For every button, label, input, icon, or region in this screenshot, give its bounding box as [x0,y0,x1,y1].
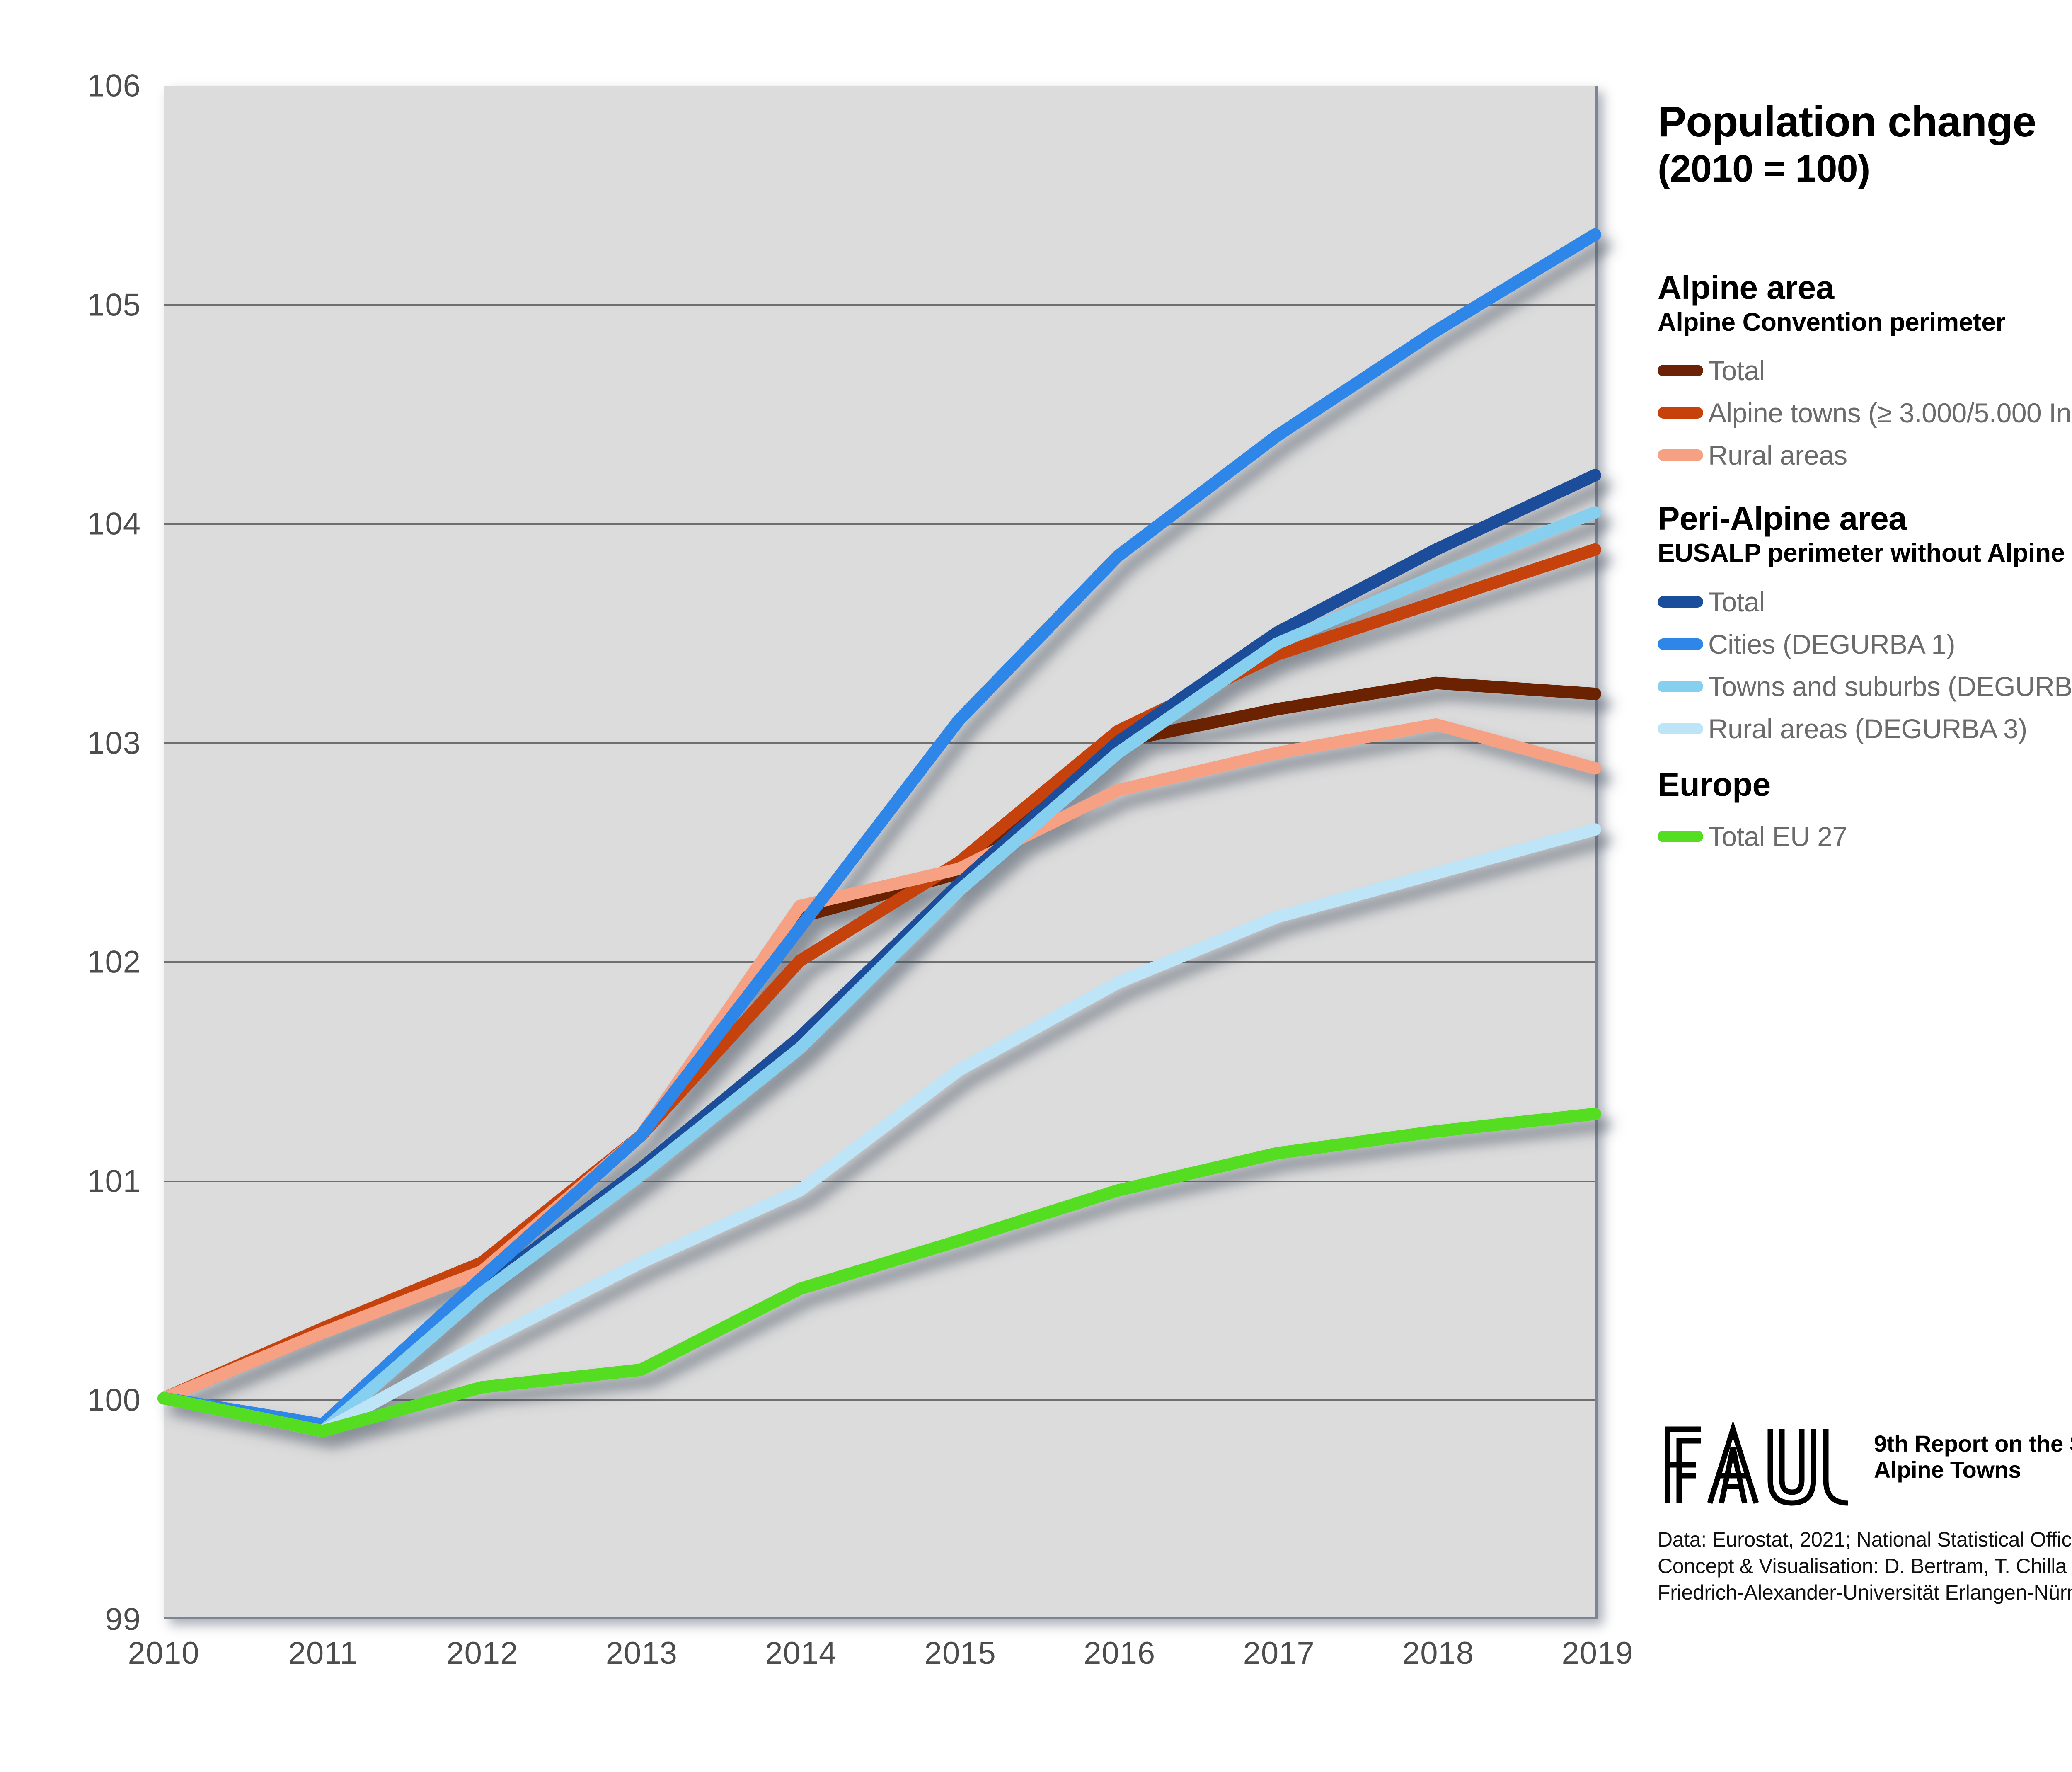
legend-item[interactable]: Total [1658,349,2072,392]
legend-item-label: Rural areas (DEGURBA 3) [1708,713,2027,744]
legend-item-label: Rural areas [1708,440,1847,471]
legend-item[interactable]: Cities (DEGURBA 1) [1658,623,2072,665]
legend-panel: Population change (2010 = 100) Alpine ar… [1641,0,2072,1772]
legend-item-label: Total [1708,586,1765,617]
series-line [157,506,1601,1437]
gridline [164,523,1595,525]
legend-item[interactable]: Total EU 27 [1658,815,2072,858]
report-line-1: 9th Report on the State of the Alps [1874,1430,2072,1457]
legend-item[interactable]: Alpine towns (≥ 3.000/5.000 Inh., RSA 9 … [1658,392,2072,434]
legend-group: Europe Total EU 27 [1658,766,2072,858]
legend-group-title: Europe [1658,766,1771,803]
legend-item[interactable]: Total [1658,581,2072,623]
x-axis: 2010 2011 2012 2013 2014 2015 2016 2017 2018 2019 [128,1635,1633,1689]
legend-group-spacer [1658,750,2072,766]
gridline [164,1180,1595,1182]
legend-item[interactable]: Rural areas [1658,434,2072,476]
legend-item-label: Towns and suburbs (DEGURBA 2) [1708,671,2072,702]
x-axis-tick-label: 2015 [924,1636,996,1671]
credits-block: Data: Eurostat, 2021; National Statistic… [1658,1526,2072,1606]
chart-subtitle: (2010 = 100) [1658,148,1870,190]
gridline [164,1399,1595,1401]
footer: 9th Report on the State of the Alps Alpi… [1658,1422,2072,1606]
page-title: Population change [1658,98,2036,146]
x-axis-tick-label: 2010 [128,1636,200,1671]
x-axis-tick-label: 2011 [288,1636,358,1671]
y-axis-tick-label: 105 [87,287,141,323]
legend-item-label: Total [1708,355,1765,386]
series-lines [157,228,1601,1437]
series-line [157,823,1601,1437]
x-axis-tick-label: 2014 [765,1636,837,1671]
legend-group-subtitle: Alpine Convention perimeter [1658,308,2006,337]
series-line [157,676,1601,1405]
legend-color-swatch [1658,407,1703,419]
y-axis-tick-label: 106 [87,68,141,104]
legend-color-swatch [1658,596,1703,608]
legend-groups: Alpine area Alpine Convention perimeter To… [1658,269,2072,858]
legend-item-label: Alpine towns (≥ 3.000/5.000 Inh., RSA 9 … [1708,398,2072,429]
gridline [164,742,1595,744]
series-line [157,718,1601,1405]
credit-line-university: Friedrich-Alexander-Universität Erlangen… [1658,1579,2072,1606]
legend-color-swatch [1658,680,1703,692]
series-line [157,1108,1601,1437]
legend-color-swatch [1658,365,1703,377]
credit-university-text: Friedrich-Alexander-Universität Erlangen… [1658,1581,2072,1604]
legend-color-swatch [1658,638,1703,650]
x-axis-tick-label: 2012 [446,1636,518,1671]
y-axis: 99 100 101 102 103 104 105 106 [0,68,141,1637]
chart-panel: 99 100 101 102 103 104 105 106 2010 2011 2012 2013… [0,68,1633,1689]
legend-group: Alpine area Alpine Convention perimeter To… [1658,269,2072,476]
plot-area [157,86,1601,1619]
legend-group-subtitle: EUSALP perimeter without Alpine Conventi… [1658,539,2072,568]
credit-line-concept: Concept & Visualisation: D. Bertram, T. … [1658,1554,2072,1578]
x-axis-tick-label: 2019 [1561,1636,1634,1671]
legend-item-label: Total EU 27 [1708,821,1847,852]
x-axis-tick-label: 2013 [605,1636,678,1671]
legend-group-title: Peri-Alpine area [1658,500,1907,537]
x-axis-tick-label: 2018 [1402,1636,1474,1671]
y-axis-tick-label: 99 [105,1602,141,1637]
report-title: 9th Report on the State of the Alps Alpi… [1874,1422,2072,1483]
legend-item[interactable]: Rural areas (DEGURBA 3) [1658,708,2072,750]
x-axis-tick-label: 2017 [1243,1636,1315,1671]
y-axis-tick-label: 102 [87,944,141,980]
legend-group-title: Alpine area [1658,269,1834,306]
y-axis-tick-label: 104 [87,506,141,542]
title-block: Population change (2010 = 100) [1658,99,2072,191]
legend-item[interactable]: Towns and suburbs (DEGURBA 2) [1658,665,2072,708]
legend-group: Peri-Alpine area EUSALP perimeter without… [1658,500,2072,749]
legend-color-swatch [1658,830,1703,842]
credit-line-data: Data: Eurostat, 2021; National Statistic… [1658,1528,2072,1551]
legend-item-label: Cities (DEGURBA 1) [1708,628,1956,659]
y-axis-tick-label: 103 [87,725,141,761]
report-line-2: Alpine Towns [1874,1456,2021,1483]
legend-color-swatch [1658,449,1703,461]
legend-group-spacer [1658,476,2072,500]
legend-color-swatch [1658,722,1703,734]
fau-logo-icon [1665,1422,1849,1506]
gridline [164,304,1595,306]
x-axis-tick-label: 2016 [1084,1636,1156,1671]
y-axis-tick-label: 101 [87,1164,141,1199]
series-line [157,228,1601,1431]
y-axis-tick-label: 100 [87,1382,141,1418]
